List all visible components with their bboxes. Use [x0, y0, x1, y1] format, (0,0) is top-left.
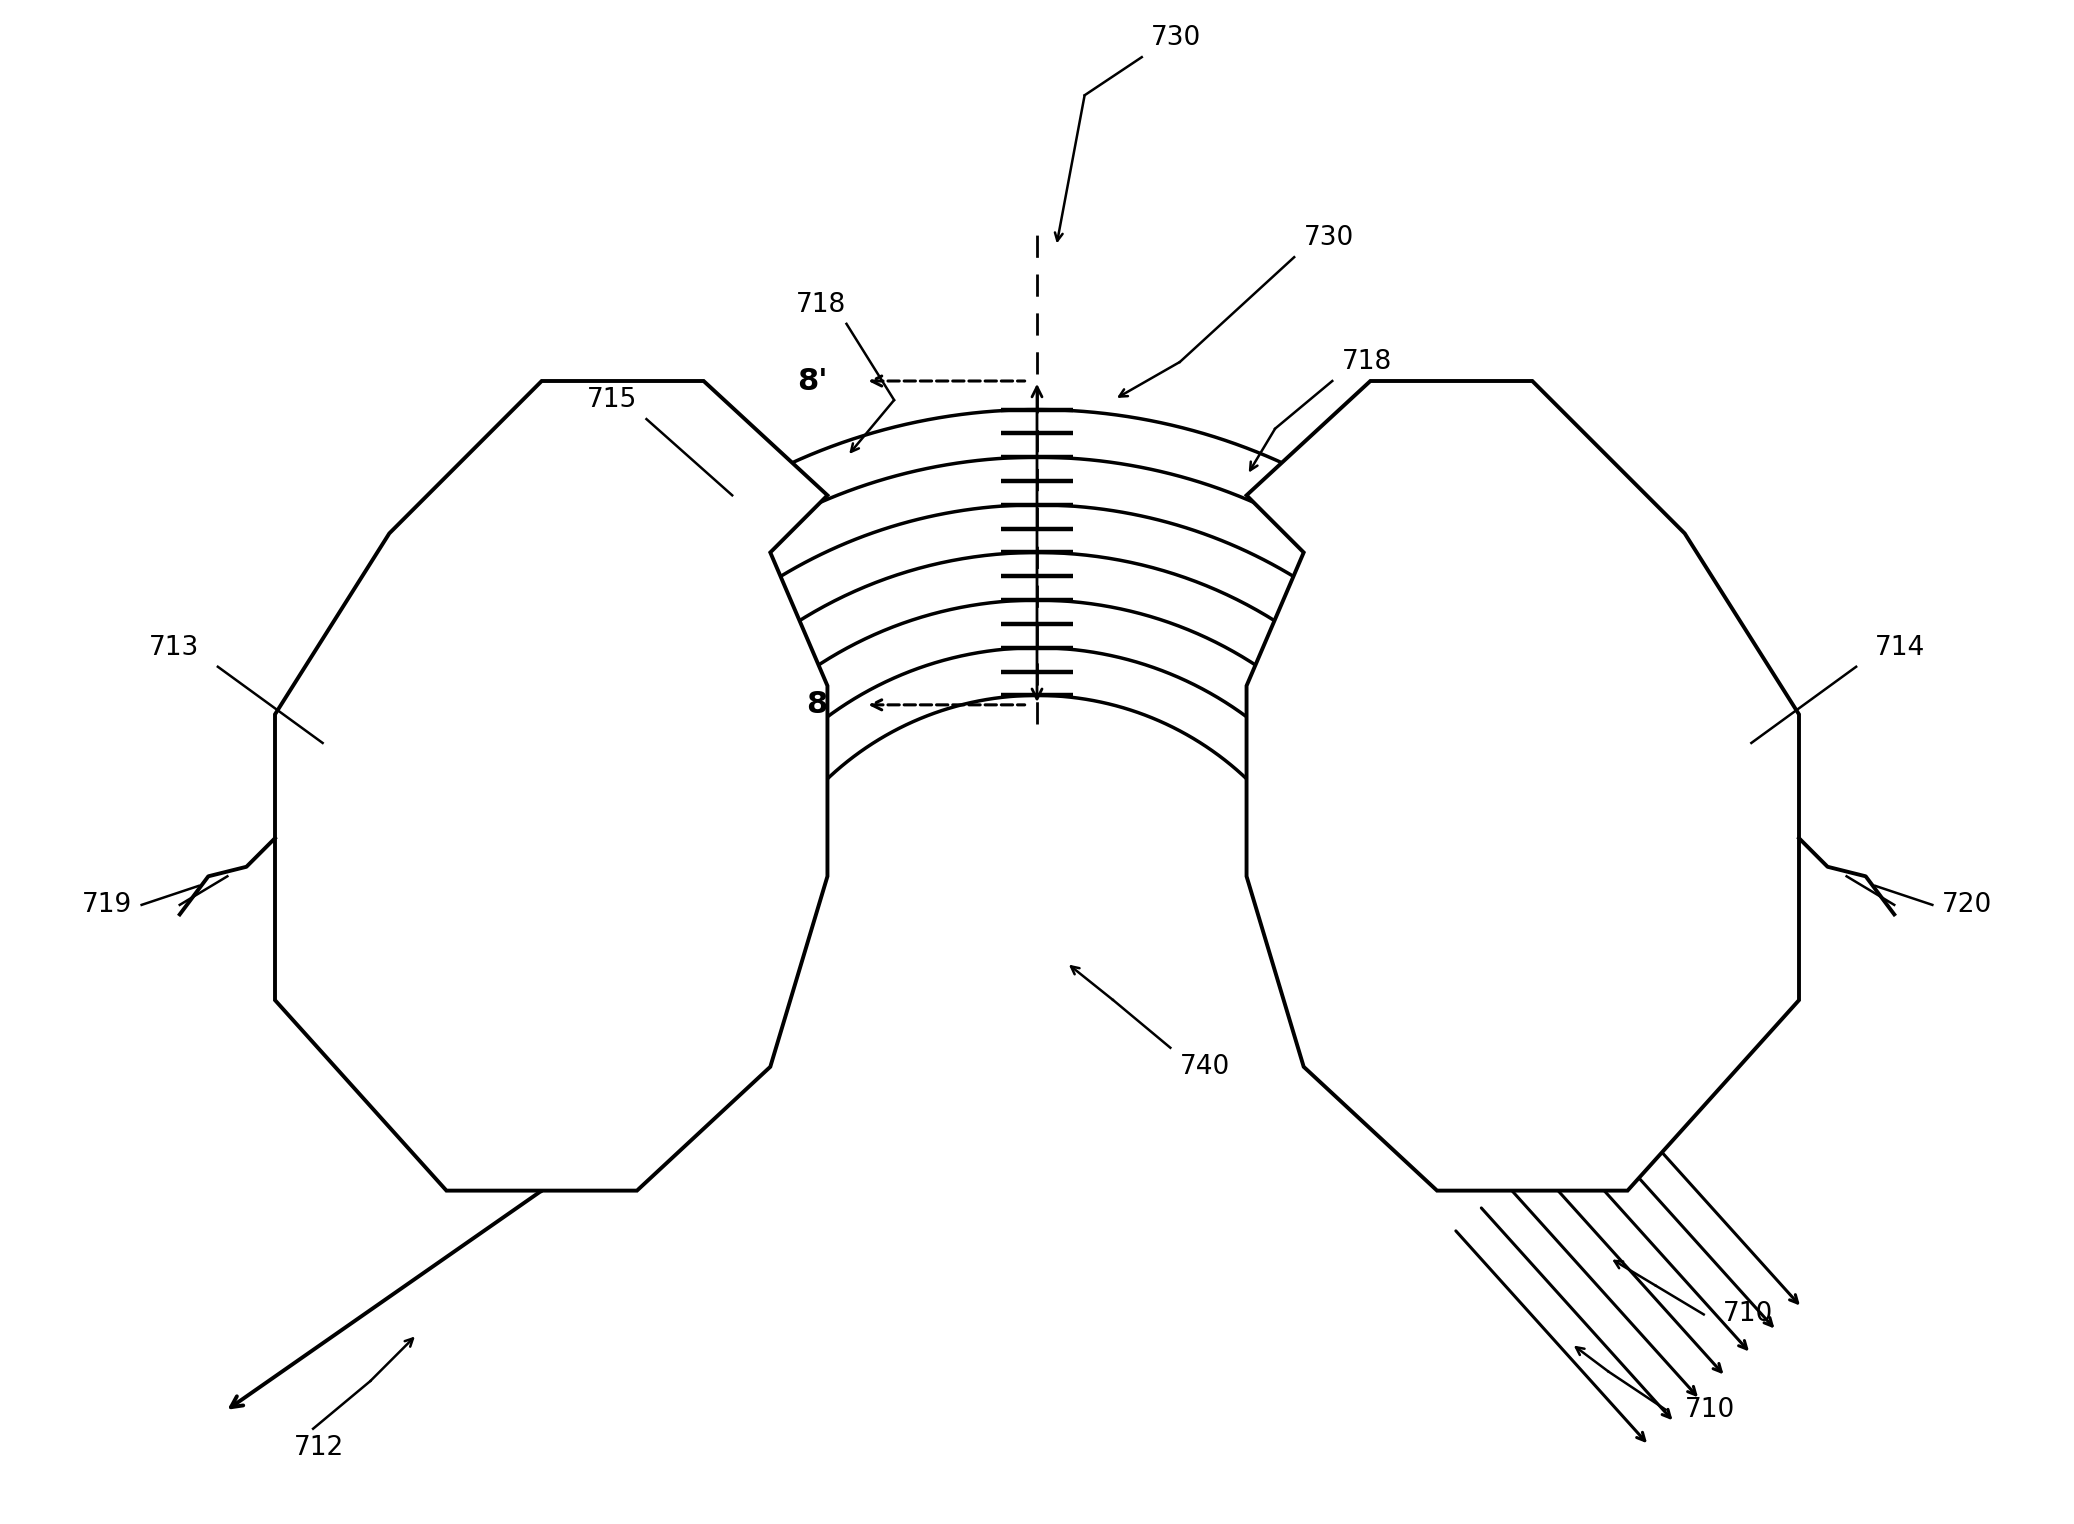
Text: 730: 730	[1305, 226, 1354, 251]
Text: 718: 718	[796, 291, 846, 319]
Text: 712: 712	[295, 1434, 344, 1462]
Text: 715: 715	[587, 387, 637, 413]
Text: 740: 740	[1180, 1053, 1230, 1081]
Polygon shape	[1246, 381, 1798, 1190]
Text: 714: 714	[1875, 634, 1925, 661]
Text: 8: 8	[807, 690, 828, 719]
Text: 718: 718	[1342, 349, 1392, 375]
Text: 720: 720	[1941, 892, 1993, 917]
Text: 713: 713	[149, 634, 199, 661]
Text: 8': 8'	[796, 366, 828, 396]
Polygon shape	[276, 381, 828, 1190]
Text: 710: 710	[1684, 1396, 1736, 1423]
Text: 710: 710	[1723, 1301, 1773, 1327]
Text: 730: 730	[1151, 24, 1201, 52]
Text: 719: 719	[81, 892, 133, 917]
